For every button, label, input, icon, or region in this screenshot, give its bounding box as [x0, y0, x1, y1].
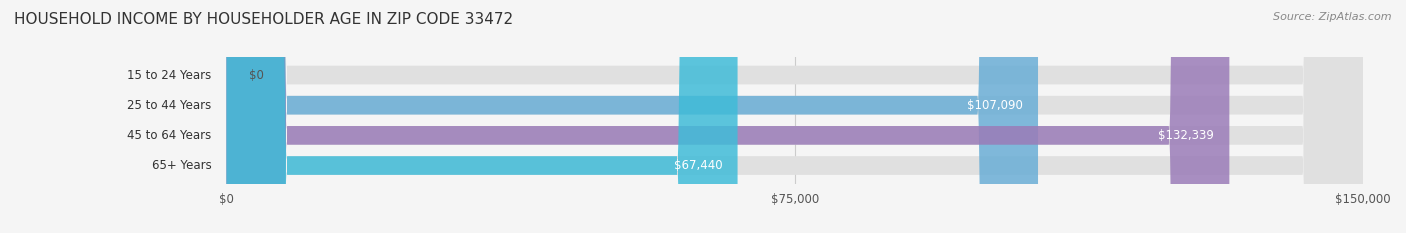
Text: $107,090: $107,090 — [967, 99, 1024, 112]
Text: 65+ Years: 65+ Years — [152, 159, 211, 172]
Text: 15 to 24 Years: 15 to 24 Years — [127, 69, 211, 82]
FancyBboxPatch shape — [226, 0, 1038, 233]
FancyBboxPatch shape — [226, 0, 1229, 233]
Text: 45 to 64 Years: 45 to 64 Years — [127, 129, 211, 142]
Text: $0: $0 — [249, 69, 264, 82]
FancyBboxPatch shape — [226, 0, 1364, 233]
Text: $132,339: $132,339 — [1159, 129, 1215, 142]
FancyBboxPatch shape — [226, 0, 1364, 233]
FancyBboxPatch shape — [226, 0, 1364, 233]
FancyBboxPatch shape — [226, 0, 1364, 233]
Text: $67,440: $67,440 — [673, 159, 723, 172]
Text: 25 to 44 Years: 25 to 44 Years — [127, 99, 211, 112]
Text: Source: ZipAtlas.com: Source: ZipAtlas.com — [1274, 12, 1392, 22]
FancyBboxPatch shape — [226, 0, 738, 233]
Text: HOUSEHOLD INCOME BY HOUSEHOLDER AGE IN ZIP CODE 33472: HOUSEHOLD INCOME BY HOUSEHOLDER AGE IN Z… — [14, 12, 513, 27]
